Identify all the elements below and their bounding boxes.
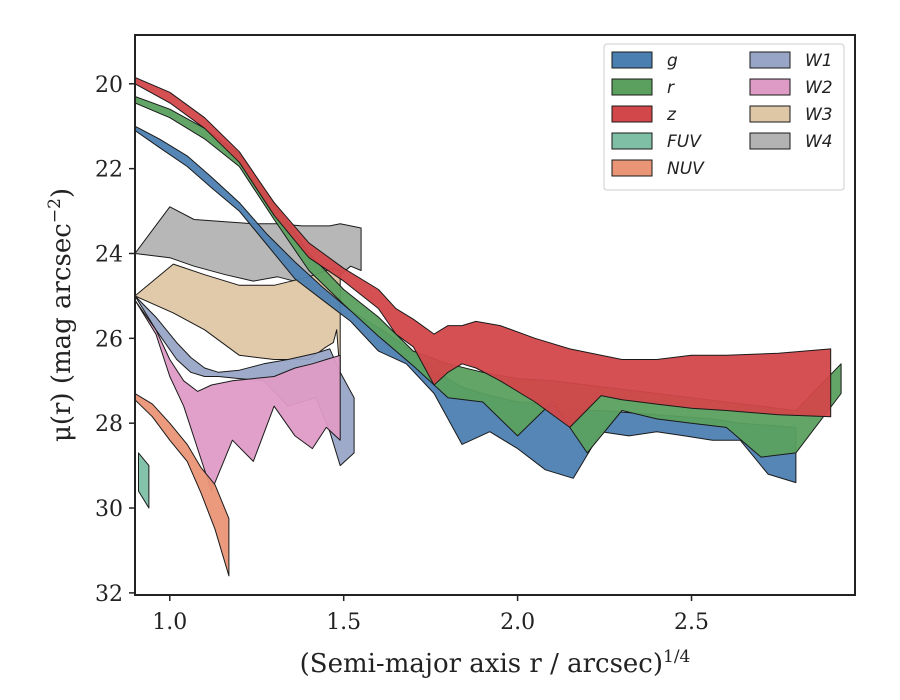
band-z — [135, 76, 832, 428]
y-tick-label: 26 — [95, 327, 123, 352]
y-tick-label: 20 — [95, 73, 123, 98]
x-tick-label: 2.5 — [674, 610, 709, 635]
y-axis-title-tail: ) — [47, 188, 77, 198]
series-layer — [135, 76, 842, 577]
x-tick-label: 2.0 — [500, 610, 535, 635]
y-tick-label: 28 — [95, 412, 123, 437]
x-axis-title-main: (Semi-major axis r / arcsec) — [300, 649, 663, 679]
x-axis-title: (Semi-major axis r / arcsec)1/4 — [300, 647, 691, 679]
legend-swatch-w4 — [749, 132, 791, 150]
y-tick-label: 24 — [95, 242, 123, 267]
x-tick-label: 1.5 — [326, 610, 361, 635]
legend-swatch-r — [611, 78, 653, 96]
legend: grz FUV NUV W1 W2 W3 W4 — [603, 43, 845, 191]
legend-swatch-z — [611, 105, 653, 123]
legend-label-nuv: NUV — [667, 159, 705, 179]
legend-swatch-w1 — [749, 51, 791, 69]
legend-swatch-fuv — [611, 132, 653, 150]
y-axis-title-main: μ(r) (mag arcsec — [47, 223, 77, 442]
band-fuv — [138, 452, 150, 509]
band-nuv — [135, 393, 230, 577]
legend-label-r: r — [667, 78, 675, 98]
legend-swatch-g — [611, 51, 653, 69]
y-axis-title: μ(r) (mag arcsec−2) — [45, 188, 77, 442]
band-w3 — [135, 263, 341, 377]
legend-label-w4: W4 — [805, 132, 833, 152]
legend-label-w3: W3 — [805, 105, 833, 125]
tick-layer: 1.0 1.5 2.0 2.5 20 22 24 26 28 30 32 — [95, 73, 709, 635]
y-tick-label: 22 — [95, 158, 123, 183]
legend-label-z: z — [666, 105, 677, 125]
x-tick-label: 1.0 — [152, 610, 187, 635]
legend-swatch-w3 — [749, 105, 791, 123]
band-w2 — [135, 299, 341, 492]
plot-frame — [134, 34, 856, 596]
x-axis-title-sup: 1/4 — [663, 647, 690, 667]
legend-label-w1: W1 — [805, 51, 833, 71]
legend-swatch-w2 — [749, 78, 791, 96]
legend-label-fuv: FUV — [667, 132, 702, 152]
y-tick-label: 32 — [95, 582, 123, 607]
legend-label-w2: W2 — [805, 78, 833, 98]
y-tick-label: 30 — [95, 497, 123, 522]
band-r — [135, 96, 842, 458]
legend-label-g: g — [667, 51, 678, 71]
legend-swatch-nuv — [611, 159, 653, 177]
y-axis-title-sup: −2 — [45, 198, 65, 223]
